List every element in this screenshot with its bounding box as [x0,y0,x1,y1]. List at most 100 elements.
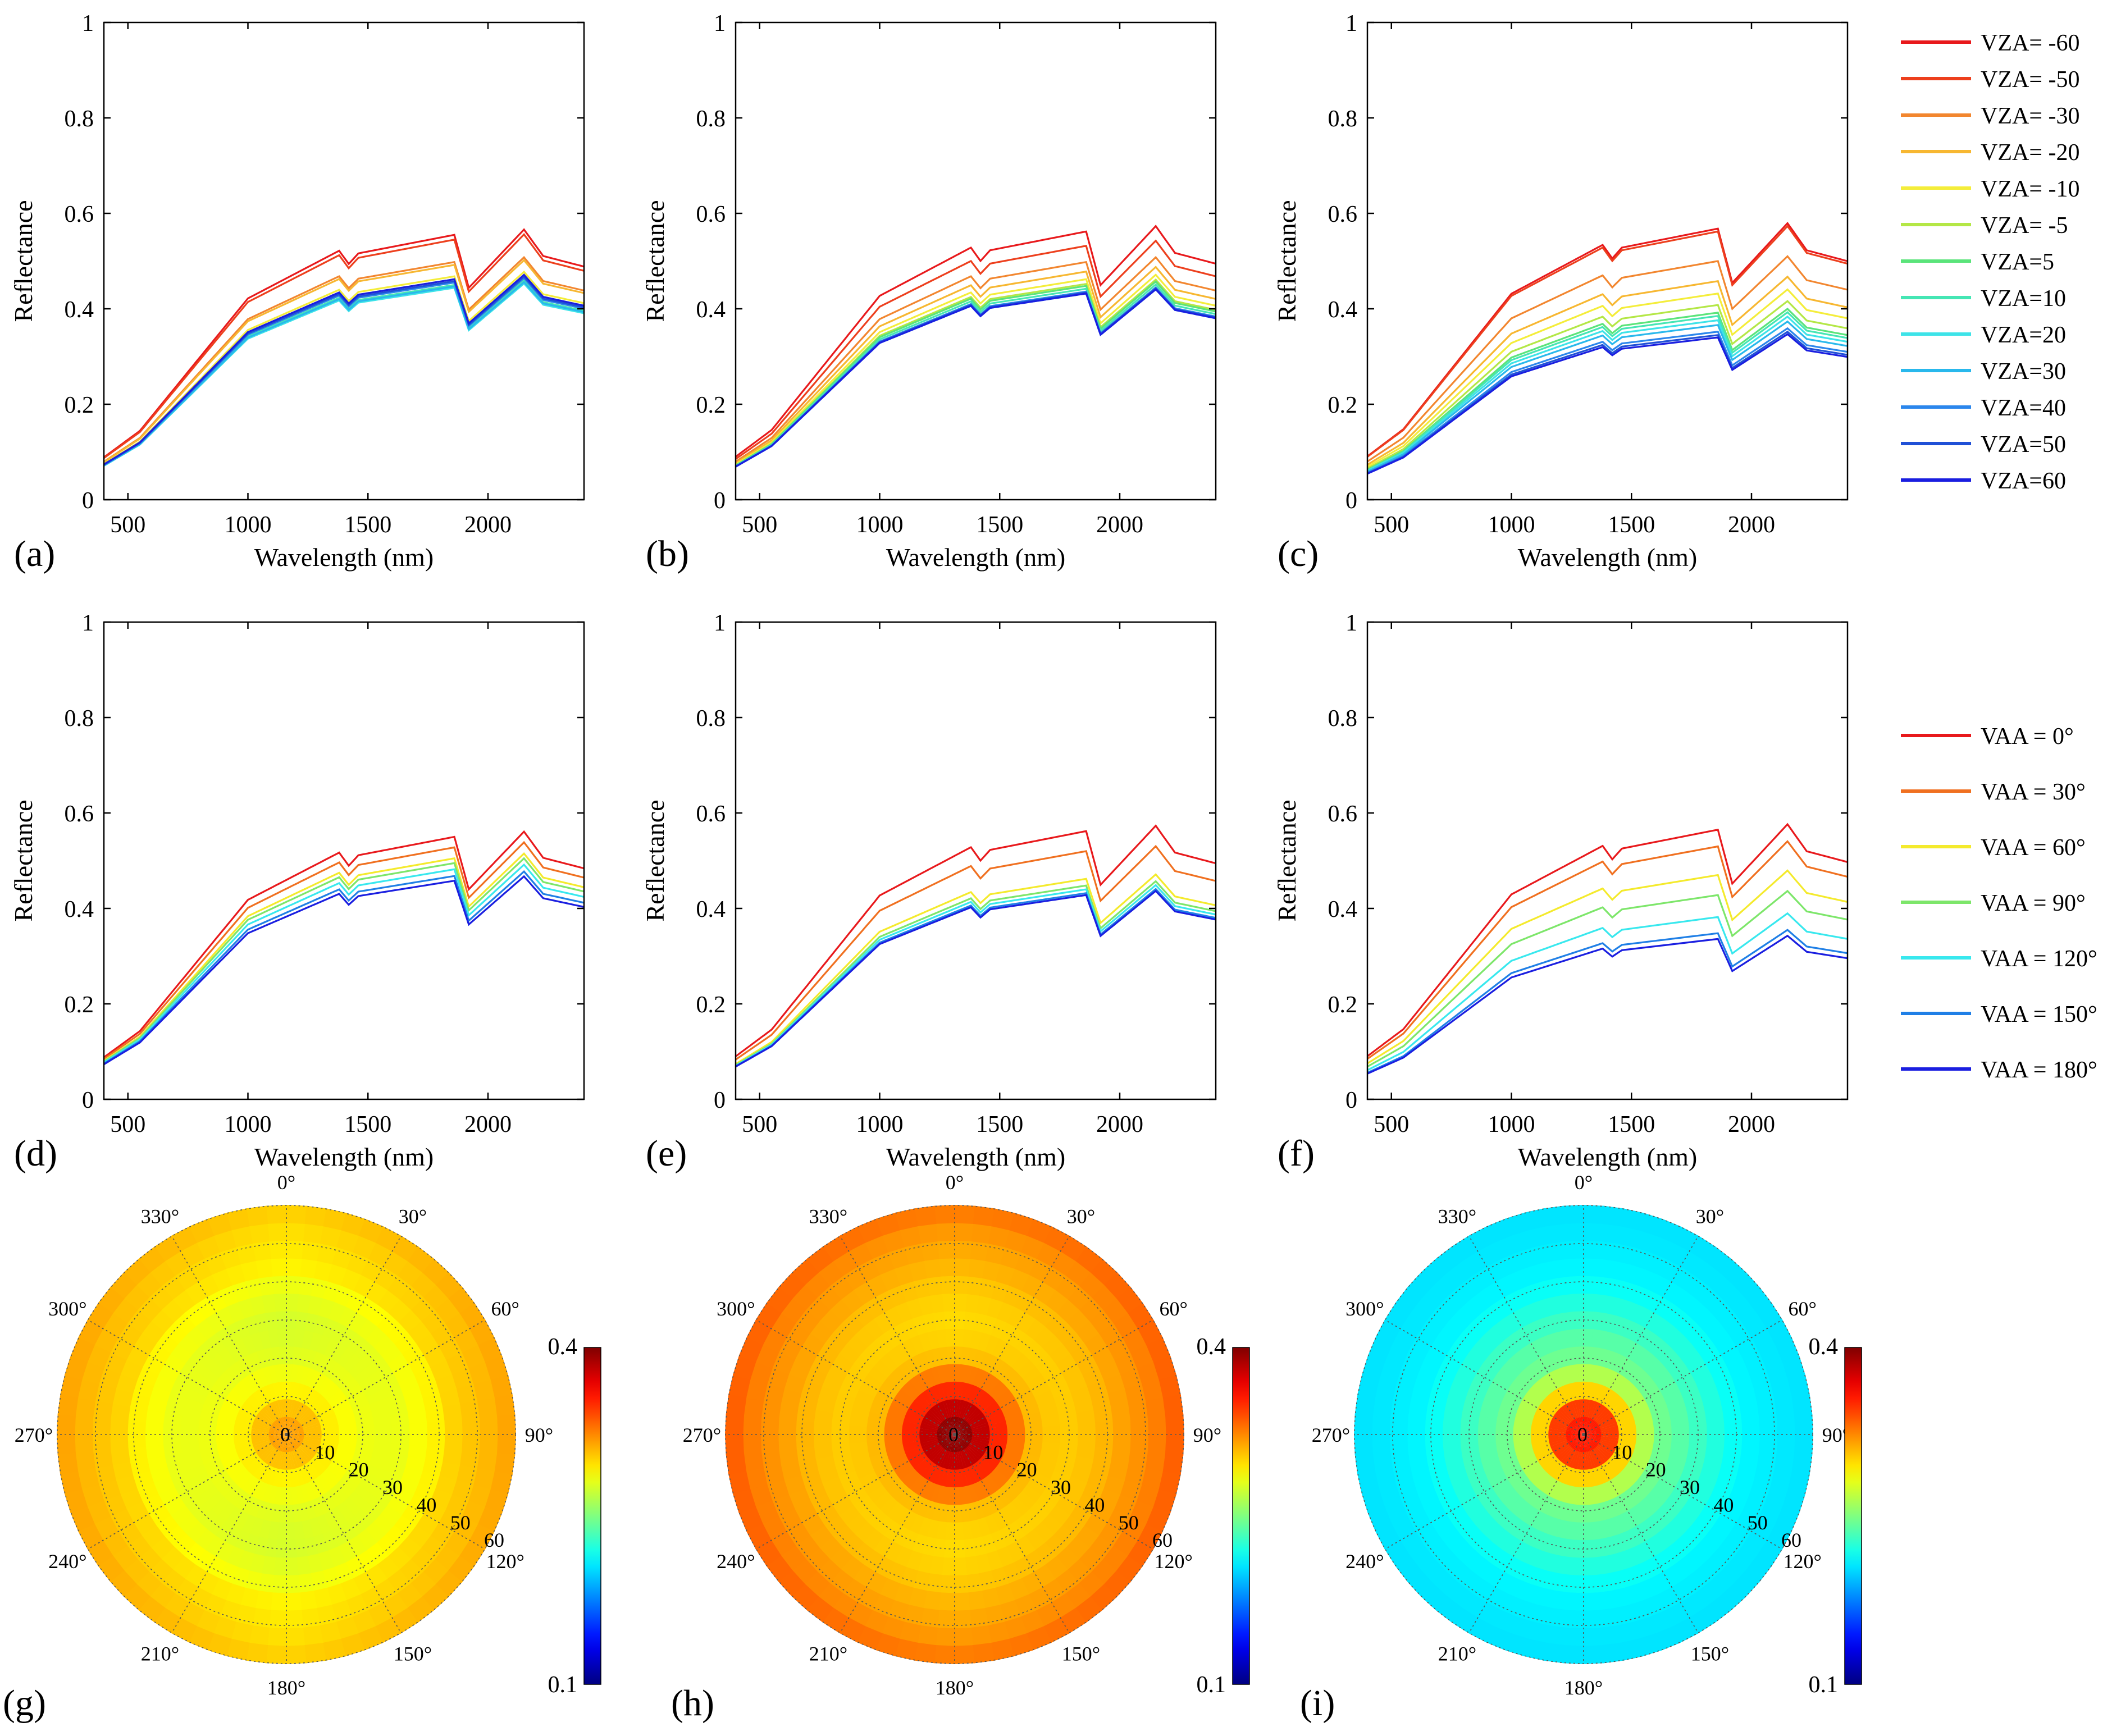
y-tick-label: 0.4 [1328,897,1358,922]
panel-label: (i) [1300,1683,1335,1724]
series-line [104,830,584,1058]
series-line [104,852,584,1062]
y-tick-label: 1 [714,11,726,36]
legend-entry: VZA= -60 [1981,30,2080,56]
series-line [1367,934,1848,1075]
x-tick-label: 500 [1374,512,1409,538]
polar-angle-label: 0° [1575,1171,1593,1194]
colorbar-min-label: 0.1 [548,1672,578,1698]
y-tick-label: 0.8 [65,106,94,132]
polar-plot-i: 0°30°60°90°120°150°180°210°240°270°300°3… [1300,1171,1862,1724]
colorbar-min-label: 0.1 [1809,1672,1839,1698]
x-tick-label: 1500 [1608,1112,1655,1137]
y-tick-label: 0.2 [65,392,94,418]
series-line [104,857,584,1063]
polar-radial-label: 30 [1680,1476,1700,1499]
y-tick-label: 0.6 [696,801,726,827]
legend-entry: VZA= -50 [1981,67,2080,93]
x-tick-label: 500 [742,1112,777,1137]
y-tick-label: 0 [1345,488,1357,514]
polar-angle-label: 150° [1062,1643,1100,1665]
polar-grid-circle [95,1243,478,1626]
polar-angle-label: 180° [1564,1676,1603,1699]
colorbar [583,1347,601,1685]
x-tick-label: 2000 [1096,512,1143,538]
legend-entry: VAA = 0° [1981,724,2074,750]
legend-entry: VZA= -20 [1981,140,2080,166]
legend-entry: VZA=30 [1981,359,2066,385]
x-tick-label: 1000 [856,512,904,538]
series-line [1367,311,1848,472]
polar-angle-label: 270° [683,1424,721,1446]
y-tick-label: 0.2 [1328,392,1358,418]
panel-label: (a) [14,533,55,574]
polar-angle-label: 210° [141,1643,179,1665]
polar-radial-label: 0 [1577,1423,1588,1446]
x-tick-label: 500 [110,512,145,538]
series-line [104,863,584,1063]
y-tick-label: 0.8 [696,706,726,732]
x-tick-label: 1500 [976,1112,1023,1137]
polar-grid-circle [171,1319,402,1550]
panel-label: (h) [671,1683,714,1724]
x-tick-label: 2000 [1728,1112,1775,1137]
polar-angle-label: 330° [809,1205,847,1227]
legend-entry: VZA=60 [1981,468,2066,494]
legend-entry: VZA=20 [1981,322,2066,348]
series-line [736,273,1216,465]
y-tick-label: 0.2 [696,992,726,1018]
series-line [104,228,584,458]
spectral-panel-f: 500 1000 1500 2000 0 0.2 0.4 0.6 0.8 1 Wavelength … [1272,610,1849,1174]
colorbar-min-label: 0.1 [1197,1672,1226,1698]
polar-radial-label: 40 [416,1493,436,1516]
axes-frame [1366,21,1849,501]
x-tick-label: 500 [1374,1112,1409,1137]
series-line [104,259,584,463]
axes-frame [1366,621,1849,1100]
polar-radial-label: 0 [948,1423,959,1446]
y-tick-label: 1 [1345,610,1357,636]
series-line [104,840,584,1060]
y-axis-label: Reflectance [9,800,38,921]
y-tick-label: 0 [714,488,726,514]
panel-label: (f) [1278,1133,1315,1174]
y-tick-label: 1 [714,610,726,636]
x-tick-label: 2000 [464,512,512,538]
panel-label: (b) [646,533,689,574]
y-tick-label: 0 [82,1088,94,1113]
series-line [104,282,584,467]
x-tick-label: 1000 [1488,512,1535,538]
y-tick-label: 0.2 [1328,992,1358,1018]
series-line [736,255,1216,463]
y-axis-label: Reflectance [641,200,669,322]
series-line [736,225,1216,458]
spectral-panel-d: 500 1000 1500 2000 0 0.2 0.4 0.6 0.8 1 Wavelength … [9,610,585,1174]
y-tick-label: 0.6 [65,801,94,827]
polar-radial-label: 20 [1646,1459,1666,1481]
polar-radial-label: 0 [280,1423,290,1446]
polar-angle-label: 120° [486,1550,524,1573]
series-line [1367,929,1848,1074]
polar-angle-label: 300° [48,1298,86,1320]
legend-vza: VZA= -60 VZA= -50 VZA= -30 VZA= -20 VZA= -10… [1901,30,2080,494]
legend-entry: VAA = 180° [1981,1057,2097,1083]
y-tick-label: 0.8 [1328,706,1358,732]
series-line [104,875,584,1066]
polar-angle-label: 60° [1160,1298,1188,1320]
panel-label: (c) [1278,533,1319,574]
polar-radial-label: 40 [1713,1493,1734,1516]
colorbar [1232,1347,1250,1685]
y-tick-label: 0.4 [1328,297,1358,323]
panel-label: (e) [646,1133,687,1174]
series-line [1367,255,1848,463]
y-tick-label: 0.6 [1328,801,1358,827]
polar-angle-label: 90° [525,1424,553,1446]
polar-angle-label: 240° [1345,1550,1384,1573]
x-axis-label: Wavelength (nm) [886,1143,1065,1171]
y-axis-label: Reflectance [1272,800,1301,921]
x-tick-label: 1000 [856,1112,904,1137]
x-axis-label: Wavelength (nm) [1518,543,1697,572]
x-tick-label: 1000 [225,512,272,538]
series-line [1367,225,1848,458]
y-tick-label: 0.2 [65,992,94,1018]
